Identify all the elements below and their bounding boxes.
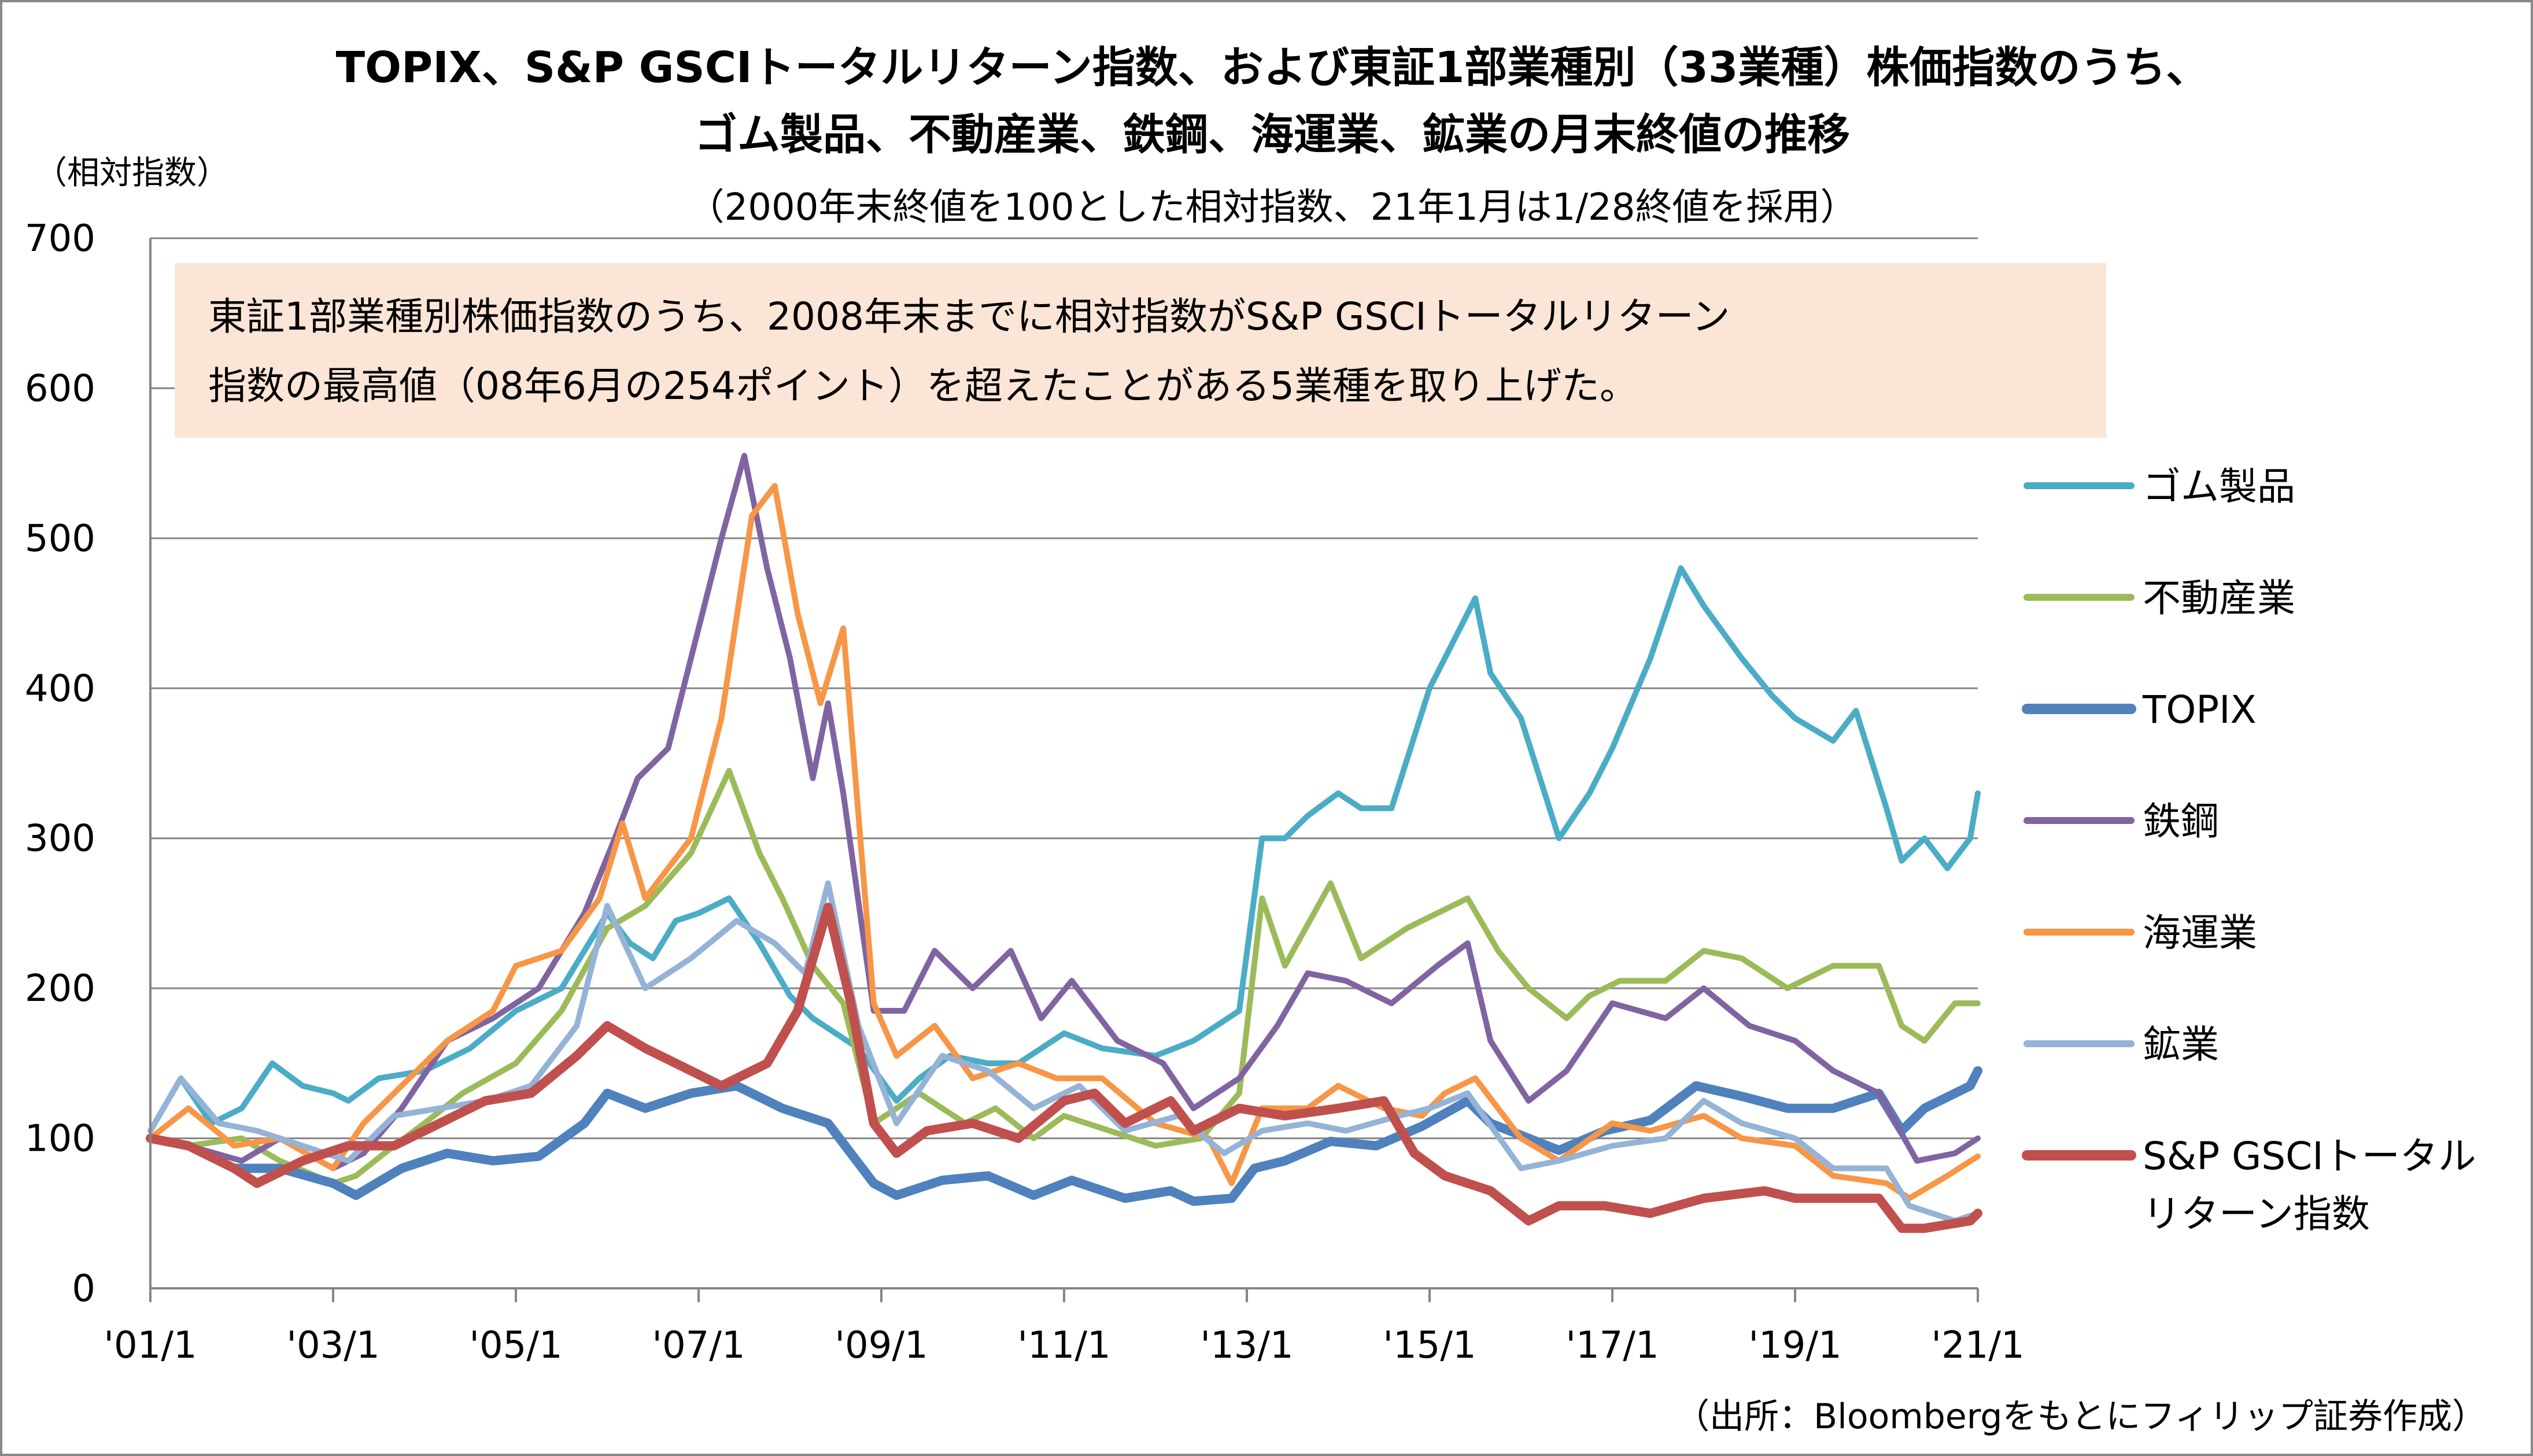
legend-label-3: 鉄鋼 (2143, 799, 2219, 844)
series-line-2 (146, 1066, 1982, 1206)
axes (149, 238, 1979, 1302)
x-tick-label: '19/1 (1748, 1324, 1841, 1367)
y-tick-labels: 0 100 200 300 400 500 600 700 (25, 217, 95, 1310)
x-tick-label: '03/1 (286, 1324, 379, 1367)
chart-title: TOPIX、S&P GSCIトータルリターン指数、および東証1部業種別（33業種… (336, 43, 2209, 93)
y-axis-label: （相対指数） (35, 154, 229, 192)
y-tick-label: 500 (25, 518, 95, 560)
y-tick-label: 400 (25, 667, 95, 710)
y-tick-label: 300 (25, 818, 95, 860)
annotation-box (175, 263, 2106, 438)
series-lines (146, 453, 1982, 1233)
series-line-3 (147, 453, 1981, 1172)
series-line-6 (146, 903, 1982, 1233)
chart-subtitle: （2000年末終値を100とした相対指数、21年1月は1/28終値を採用） (688, 186, 1858, 229)
x-tick-label: '01/1 (104, 1324, 197, 1367)
y-tick-label: 100 (25, 1118, 95, 1161)
x-tick-label: '17/1 (1565, 1324, 1659, 1367)
legend-label-6: S&P GSCIトータルリターン指数 (2143, 1134, 2476, 1236)
annotation-line2: 指数の最高値（08年6月の254ポイント）を超えたことがある5業種を取り上げた。 (208, 364, 1638, 408)
legend-label-5: 鉱業 (2143, 1022, 2219, 1067)
x-tick-labels: '01/1 '03/1 '05/1 '07/1 '09/1 '11/1 '13/1 '15/1… (104, 1324, 2024, 1367)
series-line-0 (147, 565, 1981, 1134)
series-line-4 (147, 483, 1981, 1202)
chart-title-line2: ゴム製品、不動産業、鉄鋼、海運業、鉱業の月末終値の推移 (695, 110, 1850, 160)
y-tick-label: 0 (72, 1267, 95, 1310)
legend-label-2: TOPIX (2142, 688, 2257, 732)
y-tick-label: 700 (25, 217, 95, 260)
annotation: 東証1部業種別株価指数のうち、2008年末までに相対指数がS&P GSCIトータ… (175, 263, 2106, 438)
legend-label-4: 海運業 (2143, 911, 2257, 955)
x-tick-label: '21/1 (1931, 1324, 2024, 1367)
x-tick-label: '09/1 (835, 1324, 928, 1367)
legend-label-1: 不動産業 (2143, 576, 2295, 620)
series-line-1 (147, 768, 1981, 1187)
x-tick-label: '15/1 (1383, 1324, 1476, 1367)
x-tick-label: '13/1 (1200, 1324, 1293, 1367)
legend-label-0: ゴム製品 (2143, 464, 2295, 509)
x-tick-label: '07/1 (652, 1324, 745, 1367)
series-line-5 (147, 880, 1981, 1224)
y-tick-label: 200 (25, 967, 95, 1010)
source-note: （出所：Bloombergをもとにフィリップ証券作成） (1675, 1396, 2487, 1437)
y-tick-label: 600 (25, 367, 95, 410)
x-tick-label: '11/1 (1017, 1324, 1110, 1367)
annotation-line1: 東証1部業種別株価指数のうち、2008年末までに相対指数がS&P GSCIトータ… (208, 294, 1730, 339)
x-tick-label: '05/1 (469, 1324, 562, 1367)
